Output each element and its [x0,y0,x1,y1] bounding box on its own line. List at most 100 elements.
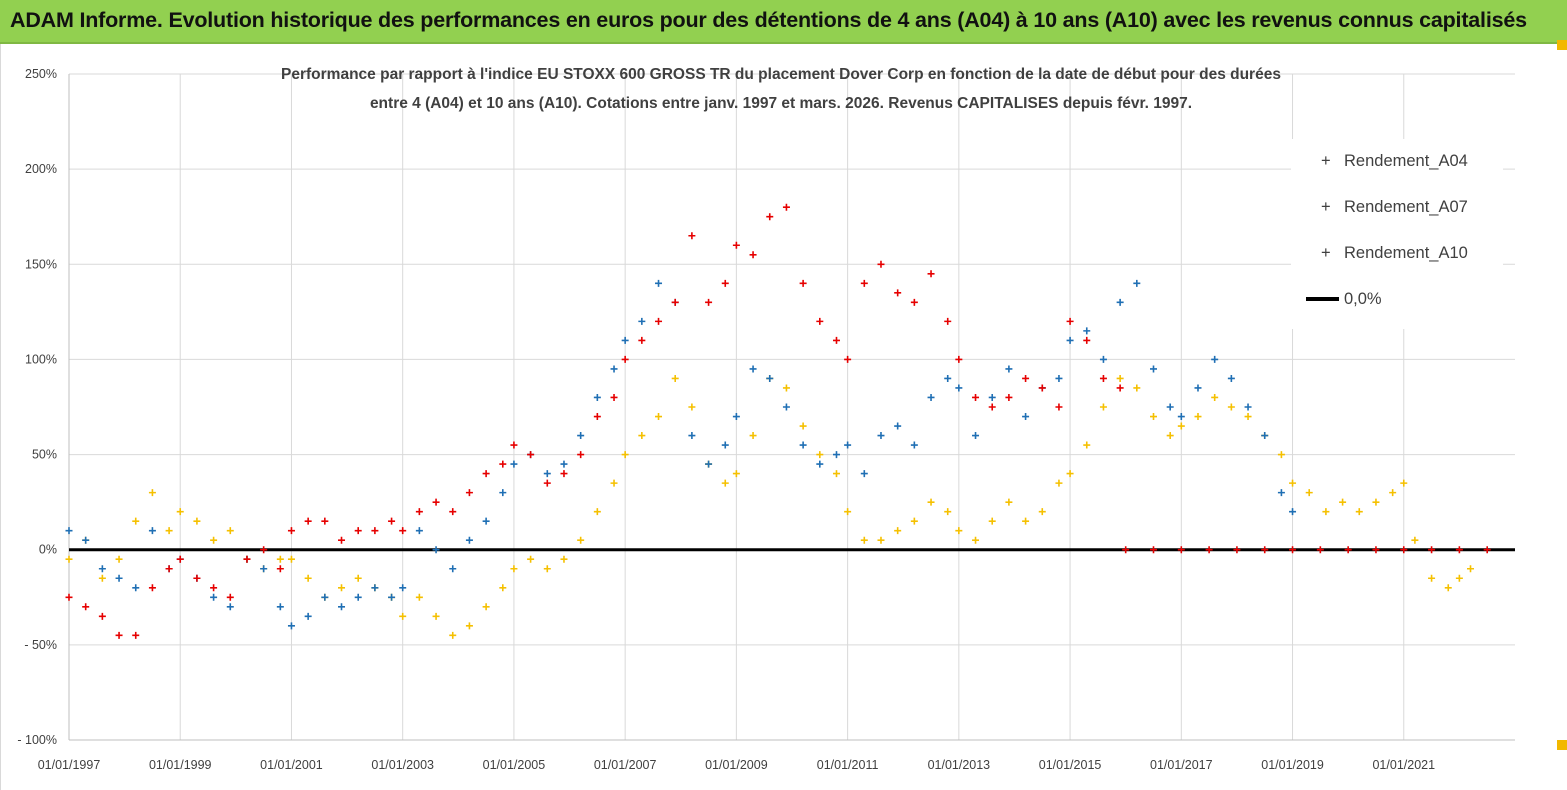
data-point [732,241,740,249]
data-point [1177,422,1185,430]
x-tick-label: 01/01/2003 [371,758,434,772]
x-tick-label: 01/01/2011 [817,758,879,772]
data-point [465,489,473,497]
data-point [1166,432,1174,440]
data-point [449,631,457,639]
data-point [1099,403,1107,411]
data-point [844,441,852,449]
y-tick-label: - 100% [17,733,57,747]
data-point [338,536,346,544]
chart-frame: 250% 200% 150% 100% 50% 0% - 50% - 100% 01/01/1… [0,40,1567,790]
data-point [593,508,601,516]
data-point [210,593,218,601]
data-point [1055,374,1063,382]
data-point [638,317,646,325]
data-point [193,517,201,525]
data-point [1400,479,1408,487]
legend-marker-a04: + [1321,152,1331,170]
data-point [894,422,902,430]
data-point [621,355,629,363]
data-point [482,517,490,525]
performance-chart: 250% 200% 150% 100% 50% 0% - 50% - 100% 01/01/1… [17,66,1515,772]
data-point [65,555,73,563]
data-point [1005,498,1013,506]
data-point [832,470,840,478]
data-point [655,413,663,421]
data-point [944,374,952,382]
data-point [705,460,713,468]
data-point [1483,546,1491,554]
data-point [338,603,346,611]
data-point [260,546,268,554]
data-point [877,432,885,440]
data-point [910,298,918,306]
data-point [721,441,729,449]
data-point [671,374,679,382]
data-point [816,460,824,468]
data-point [1411,536,1419,544]
x-tick-label: 01/01/2009 [705,758,768,772]
data-point [1150,546,1157,554]
data-point [860,470,868,478]
data-point [593,413,601,421]
data-point [749,365,757,373]
data-point [860,536,868,544]
data-point [1083,327,1091,335]
data-point [98,565,106,573]
data-point [1116,374,1124,382]
data-point [354,593,362,601]
data-point [1177,546,1185,554]
data-point [415,527,423,535]
data-point [816,451,824,459]
data-point [1055,403,1063,411]
data-point [1428,574,1436,582]
y-tick-label: 100% [25,352,57,366]
data-point [1205,546,1213,554]
data-point [1244,413,1252,421]
series-rendement-a10 [65,203,1491,639]
data-point [415,593,423,601]
y-tick-label: 150% [25,257,57,271]
x-tick-label: 01/01/2001 [260,758,323,772]
y-tick-label: 200% [25,162,57,176]
data-point [304,612,312,620]
data-point [1244,403,1252,411]
data-point [115,631,123,639]
data-point [115,574,123,582]
data-point [1233,546,1241,554]
data-point [165,527,173,535]
data-point [1428,546,1436,554]
data-point [1339,498,1347,506]
data-point [749,251,757,259]
data-point [910,517,918,525]
data-point [732,470,740,478]
data-point [782,384,790,392]
data-point [1150,365,1157,373]
data-point [1455,574,1463,582]
data-point [176,508,184,516]
data-point [1211,393,1219,401]
data-point [465,622,473,630]
data-point [354,527,362,535]
data-point [621,336,629,344]
data-point [1133,384,1141,392]
data-point [499,584,507,592]
data-point [210,584,218,592]
data-point [782,203,790,211]
data-point [988,393,996,401]
y-axis: 250% 200% 150% 100% 50% 0% - 50% - 100% [17,67,57,747]
data-point [543,470,551,478]
data-point [799,441,807,449]
x-tick-label: 01/01/2015 [1039,758,1102,772]
data-point [944,317,952,325]
data-point [415,508,423,516]
data-point [799,422,807,430]
data-point [894,289,902,297]
y-tick-label: 250% [25,67,57,81]
data-point [877,536,885,544]
data-point [287,555,295,563]
data-point [577,451,585,459]
data-point [449,565,457,573]
data-point [82,603,90,611]
data-point [799,279,807,287]
